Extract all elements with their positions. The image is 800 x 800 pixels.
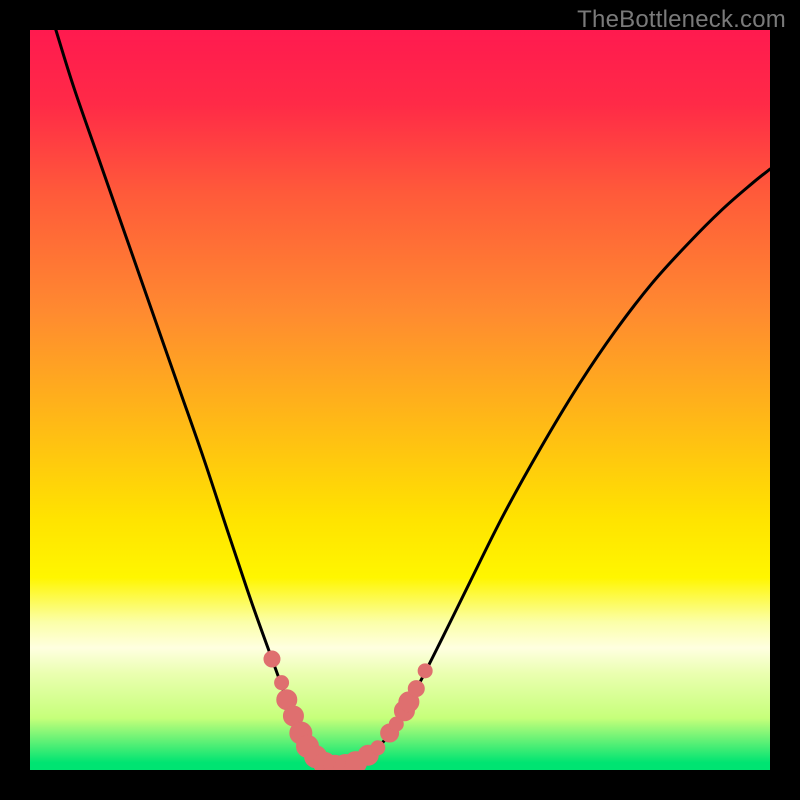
canvas: TheBottleneck.com [0, 0, 800, 800]
marker-point [275, 676, 289, 690]
marker-point [264, 651, 280, 667]
gradient-background [30, 30, 770, 770]
watermark: TheBottleneck.com [577, 6, 786, 34]
chart-svg [30, 30, 770, 770]
plot-area [30, 30, 770, 770]
marker-point [408, 681, 424, 697]
marker-point [371, 741, 385, 755]
marker-point [418, 664, 432, 678]
